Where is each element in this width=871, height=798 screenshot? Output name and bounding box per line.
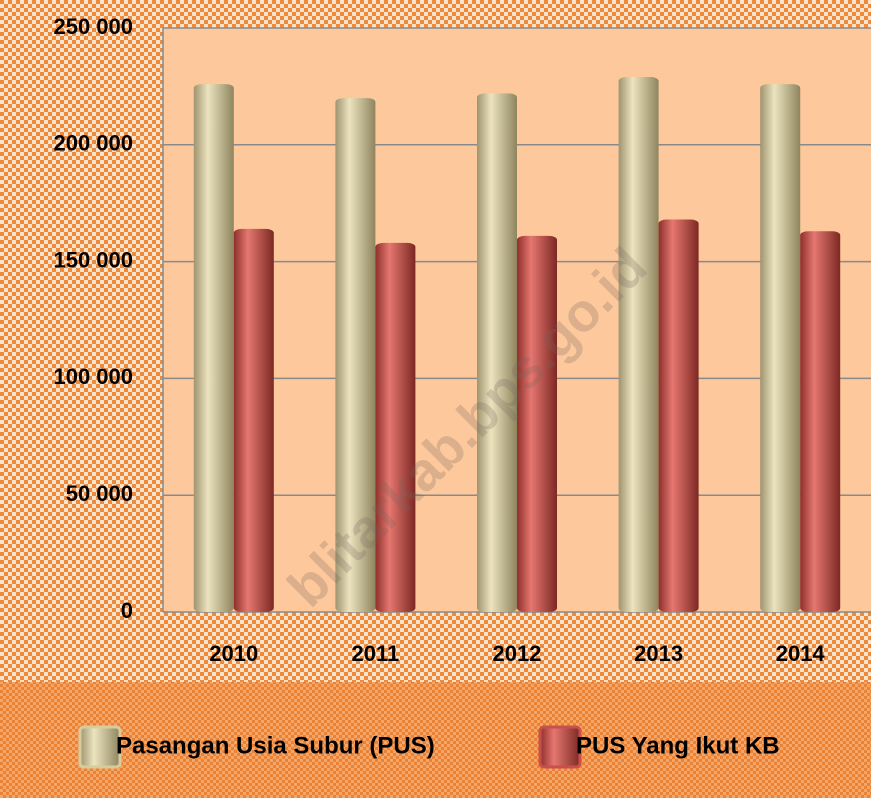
x-tick-label: 2010: [209, 641, 258, 666]
y-tick-label: 50 000: [66, 481, 133, 506]
bar: [477, 93, 517, 612]
bar: [233, 228, 274, 612]
y-tick-label: 150 000: [53, 247, 133, 272]
x-tick-label: 2013: [634, 641, 683, 666]
bar: [618, 77, 659, 612]
bar: [760, 84, 801, 612]
legend-swatch: [78, 725, 122, 769]
y-tick-label: 250 000: [53, 14, 133, 39]
bar: [193, 84, 234, 612]
x-tick-label: 2014: [776, 641, 826, 666]
bar: [800, 231, 841, 612]
bar: [658, 219, 699, 612]
bar: [335, 98, 376, 612]
legend-label: PUS Yang Ikut KB: [576, 732, 780, 759]
legend-swatch: [538, 725, 582, 769]
legend-background: [0, 682, 871, 798]
bar: [517, 235, 557, 613]
y-tick-label: 0: [121, 598, 133, 623]
legend-label: Pasangan Usia Subur (PUS): [116, 732, 435, 759]
x-tick-label: 2011: [352, 641, 400, 666]
y-tick-label: 200 000: [53, 131, 133, 156]
x-tick-label: 2012: [493, 641, 542, 666]
y-tick-label: 100 000: [53, 364, 133, 389]
bar: [375, 242, 416, 613]
